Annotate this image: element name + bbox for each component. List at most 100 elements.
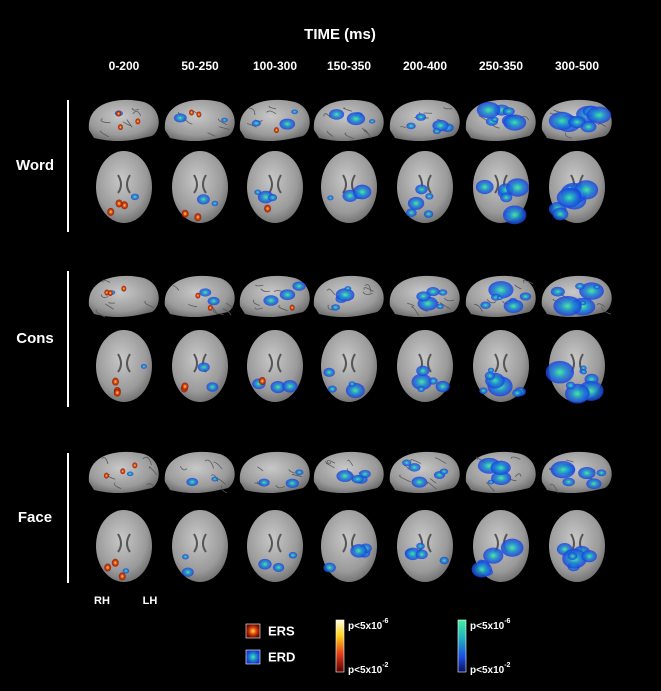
axial-brain (96, 510, 152, 582)
erd-cluster (279, 118, 296, 130)
time-window-label: 50-250 (181, 59, 219, 73)
axial-brain (397, 510, 453, 582)
erd-cluster (484, 371, 496, 380)
ers-cluster (113, 388, 121, 397)
sulcus (326, 130, 334, 137)
ers-cluster (118, 572, 126, 581)
erd-cluster (402, 459, 412, 467)
erd-cluster (438, 289, 448, 296)
erd-cluster (436, 303, 444, 310)
sulcus (114, 482, 122, 489)
sulcus (260, 288, 271, 293)
axial-brain (321, 151, 377, 223)
erd-cluster (182, 554, 189, 560)
erd-cluster (567, 552, 578, 561)
ers-cluster (104, 563, 112, 572)
sulcus (565, 459, 574, 463)
erd-cluster (428, 377, 438, 385)
erd-cluster (500, 192, 513, 203)
axial-brain (172, 151, 228, 223)
sulcus (146, 483, 154, 487)
erd-cluster (263, 295, 279, 306)
erd-cluster (327, 195, 334, 201)
erd-cluster (251, 120, 261, 127)
erd-cluster (503, 114, 527, 131)
brain-view (313, 451, 384, 582)
erd-cluster (348, 381, 356, 387)
sulcus (257, 466, 264, 472)
erd-cluster (126, 471, 134, 477)
sulcus (435, 457, 447, 464)
axial-brain (321, 510, 377, 582)
erd-cluster (292, 281, 306, 291)
ers-cluster (111, 377, 119, 386)
erd-cluster (130, 193, 140, 201)
erd-cluster (580, 121, 597, 133)
erd-cluster (140, 363, 147, 369)
erd-cluster (581, 550, 597, 563)
sulcus (411, 306, 420, 316)
sulcus (99, 130, 110, 138)
erd-cluster (502, 107, 515, 116)
erd-cluster (435, 380, 450, 393)
erd-cluster (186, 477, 199, 487)
erd-cluster (432, 128, 442, 135)
erd-cluster (199, 288, 212, 297)
erd-cluster (490, 116, 499, 123)
erd-cluster (353, 184, 372, 200)
erd-scale-top: p<5x10-6 (470, 618, 511, 632)
axial-brain (549, 510, 605, 582)
erd-cluster (416, 542, 425, 550)
sulcus (364, 284, 372, 293)
erd-cluster (565, 381, 576, 390)
erd-cluster (344, 286, 352, 291)
ers-cluster (121, 285, 127, 292)
sulcus (122, 121, 131, 127)
sulcus (246, 123, 257, 128)
erd-cluster (197, 362, 210, 373)
ventricle (117, 174, 131, 194)
ers-cluster (135, 118, 141, 125)
brain-view (465, 99, 536, 225)
sulcus (326, 460, 336, 464)
sulcus (100, 118, 111, 124)
erd-cluster (416, 291, 431, 302)
erd-cluster (258, 558, 272, 570)
sulcus (597, 123, 606, 128)
sulcus (95, 309, 106, 318)
brain-view (465, 275, 536, 402)
lateral-brain (164, 99, 235, 142)
sulcus (253, 299, 261, 306)
time-window-label: 0-200 (109, 59, 140, 73)
erd-cluster (258, 478, 270, 487)
sulcus (108, 301, 116, 304)
sulcus (268, 105, 277, 110)
ers-cluster (103, 472, 109, 479)
sulcus (361, 127, 369, 134)
erd-cluster (575, 282, 585, 290)
erd-cluster (593, 284, 601, 290)
ers-cluster (181, 209, 189, 218)
ers-cluster (195, 292, 201, 299)
erd-cluster (586, 106, 612, 124)
erd-cluster (336, 470, 354, 482)
condition-label: Word (16, 157, 54, 174)
sulcus (275, 485, 286, 489)
erd-cluster (211, 476, 219, 482)
ers-cluster (107, 207, 115, 216)
erd-cluster (288, 551, 298, 559)
ers-cluster (207, 304, 213, 311)
axial-brain (247, 151, 303, 223)
erd-cluster (506, 178, 530, 197)
erd-cluster (291, 109, 299, 115)
brain-view (389, 451, 460, 582)
ventricle (117, 533, 131, 553)
time-window-label: 200-400 (403, 59, 447, 73)
sulcus (278, 305, 288, 311)
erd-cluster (295, 469, 304, 476)
sulcus (144, 300, 155, 309)
erd-scale-bottom: p<5x10-2 (470, 662, 511, 676)
erd-cluster (196, 194, 210, 205)
brain-view (389, 275, 460, 402)
